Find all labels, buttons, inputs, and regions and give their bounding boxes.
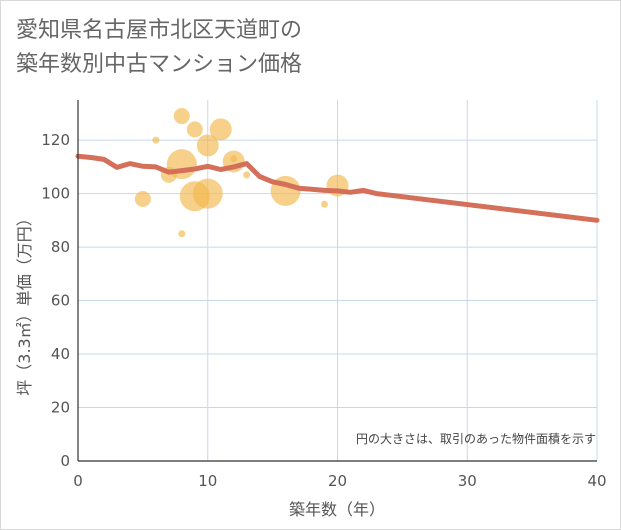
grid — [78, 100, 598, 461]
data-bubble — [152, 136, 160, 144]
data-bubble — [134, 190, 151, 207]
data-bubble — [243, 171, 251, 179]
y-tick-label: 100 — [41, 185, 70, 203]
x-axis-title: 築年数（年） — [289, 500, 385, 519]
x-tick-label: 20 — [328, 472, 347, 490]
data-bubble — [321, 200, 329, 208]
x-tick-label: 0 — [73, 472, 83, 490]
chart-title: 愛知県名古屋市北区天道町の 築年数別中古マンション価格 — [16, 14, 302, 82]
data-bubble — [209, 118, 232, 141]
y-tick-label: 20 — [51, 399, 70, 417]
y-tick-label: 80 — [51, 238, 70, 256]
average-price-line — [75, 153, 600, 223]
data-bubble — [196, 134, 219, 157]
data-bubble — [186, 121, 203, 138]
y-axis-title: 坪（3.3㎡）単価（万円） — [15, 210, 34, 395]
tick-labels: 0 20 40 60 80 100 120 0 10 20 30 40 — [41, 131, 606, 490]
y-tick-label: 120 — [41, 131, 70, 149]
y-tick-label: 0 — [60, 452, 70, 470]
average-line-group — [75, 153, 600, 223]
x-tick-label: 30 — [458, 472, 477, 490]
data-bubble — [173, 108, 190, 125]
y-tick-label: 60 — [51, 292, 70, 310]
data-bubble — [192, 178, 223, 209]
title-line-2: 築年数別中古マンション価格 — [16, 52, 303, 77]
axes — [77, 100, 597, 462]
y-tick-label: 40 — [51, 345, 70, 363]
title-line-1: 愛知県名古屋市北区天道町の — [16, 18, 303, 43]
x-tick-label: 40 — [587, 472, 606, 490]
x-tick-label: 10 — [198, 472, 217, 490]
data-bubble — [178, 230, 186, 238]
data-bubble — [166, 149, 197, 180]
size-note: 円の大きさは、取引のあった物件面積を示す — [356, 431, 596, 446]
